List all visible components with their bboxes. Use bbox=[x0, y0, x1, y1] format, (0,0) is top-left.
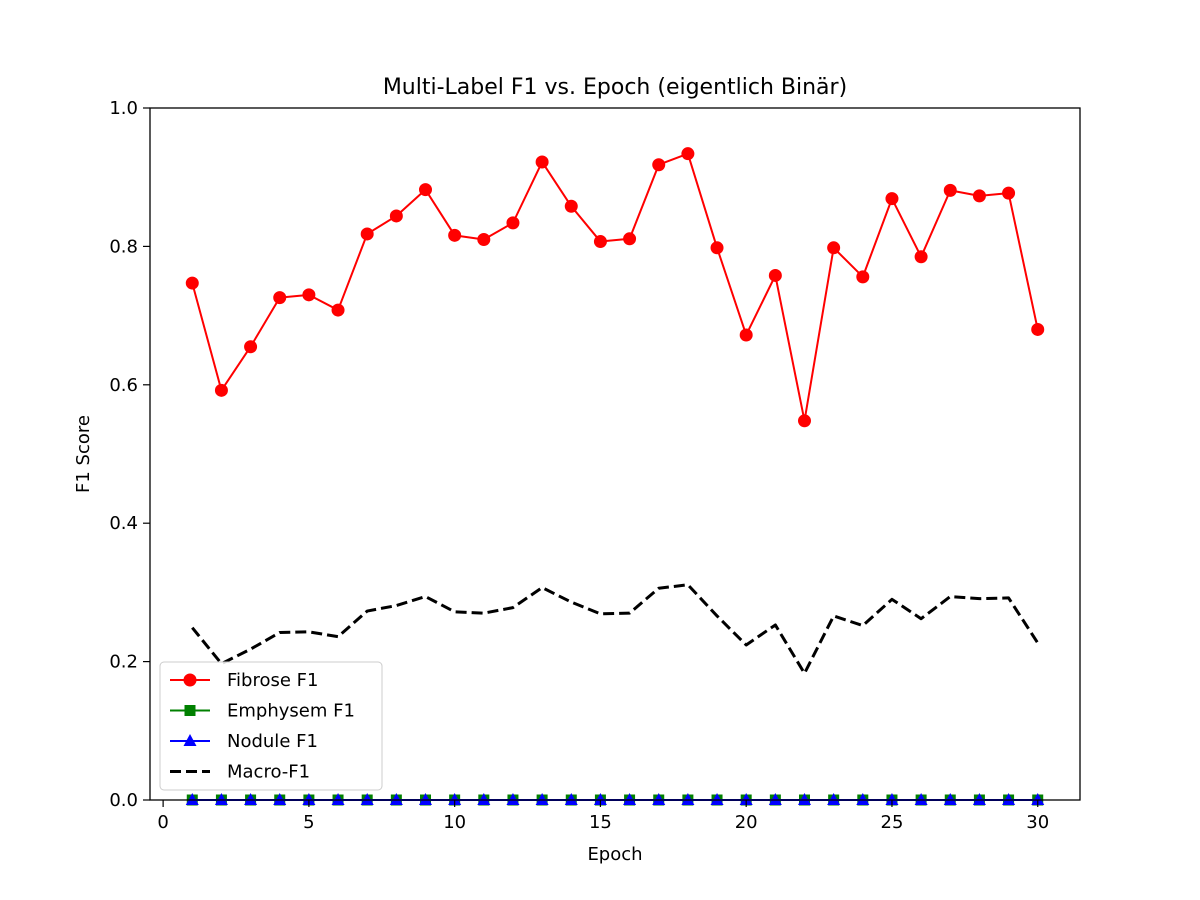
chart-title: Multi-Label F1 vs. Epoch (eigentlich Bin… bbox=[383, 75, 847, 100]
legend-item: Nodule F1 bbox=[170, 731, 318, 752]
series-nodule-f1 bbox=[185, 793, 1045, 805]
x-tick-label: 30 bbox=[1026, 812, 1049, 833]
legend-box bbox=[159, 661, 383, 791]
legend-label: Fibrose F1 bbox=[227, 670, 318, 691]
legend-marker bbox=[184, 705, 196, 716]
x-axis-label: Epoch bbox=[587, 844, 642, 865]
legend-label: Nodule F1 bbox=[227, 731, 318, 752]
series-fibrose-f1 bbox=[185, 147, 1045, 428]
y-tick-label: 0.2 bbox=[109, 652, 138, 673]
legend-item: Macro-F1 bbox=[170, 762, 310, 783]
y-tick-label: 1.0 bbox=[109, 98, 138, 119]
y-tick-label: 0.4 bbox=[109, 513, 138, 534]
legend-item: Fibrose F1 bbox=[170, 670, 318, 691]
series-line bbox=[191, 583, 1039, 675]
series-line bbox=[191, 152, 1039, 422]
y-tick-label: 0.6 bbox=[109, 375, 138, 396]
legend-item: Emphysem F1 bbox=[170, 701, 355, 722]
legend-marker bbox=[183, 734, 197, 746]
x-tick-label: 15 bbox=[589, 812, 612, 833]
y-tick-label: 0.8 bbox=[109, 236, 138, 257]
y-tick-label: 0.0 bbox=[109, 790, 138, 811]
legend: Fibrose F1 Emphysem F1 Nodule F1 Macro-F1 bbox=[159, 661, 383, 791]
x-tick-label: 5 bbox=[303, 812, 314, 833]
legend-label: Emphysem F1 bbox=[227, 701, 355, 722]
legend-marker bbox=[183, 673, 197, 687]
y-axis-label: F1 Score bbox=[73, 415, 94, 493]
x-tick-label: 0 bbox=[157, 812, 168, 833]
x-tick-label: 25 bbox=[881, 812, 904, 833]
x-tick-label: 10 bbox=[443, 812, 466, 833]
y-axis-ticks: 0.0 0.2 0.4 0.6 0.8 1.0 bbox=[109, 98, 150, 811]
axes-frame bbox=[149, 107, 1081, 801]
x-axis-ticks: 0 5 10 15 20 25 30 bbox=[157, 800, 1049, 833]
x-tick-label: 20 bbox=[735, 812, 758, 833]
series-macro-f1 bbox=[191, 583, 1039, 675]
legend-label: Macro-F1 bbox=[227, 762, 310, 783]
